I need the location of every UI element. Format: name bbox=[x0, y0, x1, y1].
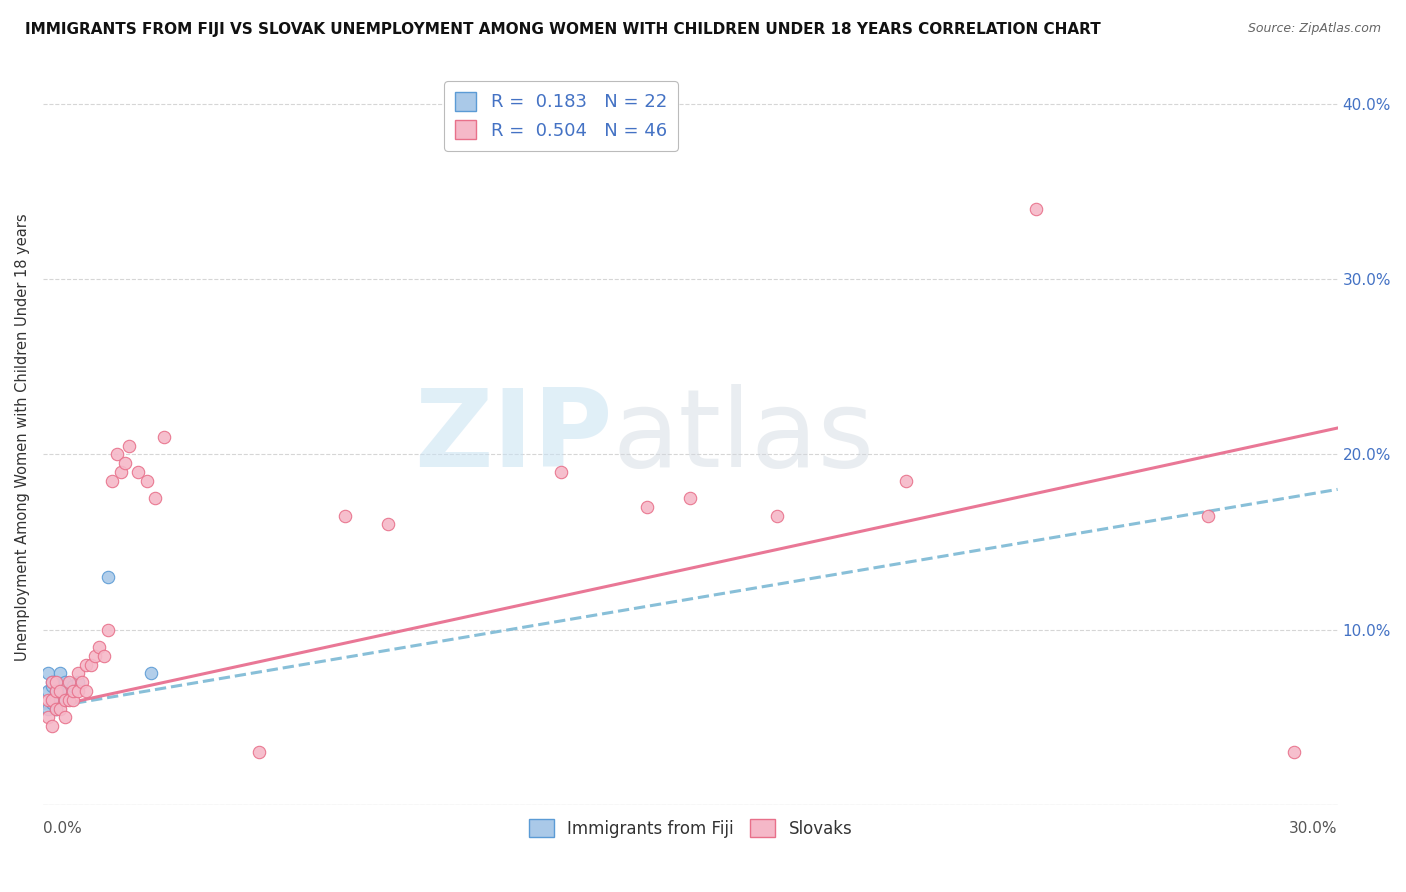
Point bbox=[894, 474, 917, 488]
Legend: Immigrants from Fiji, Slovaks: Immigrants from Fiji, Slovaks bbox=[522, 813, 859, 845]
Point bbox=[127, 465, 149, 479]
Point bbox=[49, 684, 72, 698]
Point bbox=[37, 684, 59, 698]
Point bbox=[101, 474, 124, 488]
Point bbox=[1025, 202, 1047, 216]
Point bbox=[145, 491, 167, 505]
Point bbox=[45, 675, 67, 690]
Point bbox=[765, 508, 787, 523]
Point bbox=[41, 675, 63, 690]
Point bbox=[84, 648, 107, 663]
Point bbox=[41, 693, 63, 707]
Point bbox=[53, 693, 76, 707]
Point bbox=[45, 701, 67, 715]
Point bbox=[247, 746, 270, 760]
Text: IMMIGRANTS FROM FIJI VS SLOVAK UNEMPLOYMENT AMONG WOMEN WITH CHILDREN UNDER 18 Y: IMMIGRANTS FROM FIJI VS SLOVAK UNEMPLOYM… bbox=[25, 22, 1101, 37]
Point bbox=[49, 666, 72, 681]
Point bbox=[41, 696, 63, 710]
Point bbox=[75, 657, 97, 672]
Point bbox=[93, 648, 115, 663]
Point bbox=[70, 675, 93, 690]
Point bbox=[49, 701, 72, 715]
Point bbox=[37, 710, 59, 724]
Point bbox=[37, 666, 59, 681]
Point bbox=[53, 675, 76, 690]
Point bbox=[45, 701, 67, 715]
Point bbox=[135, 474, 157, 488]
Point bbox=[153, 430, 176, 444]
Point bbox=[1284, 746, 1306, 760]
Point bbox=[53, 710, 76, 724]
Point bbox=[335, 508, 357, 523]
Text: ZIP: ZIP bbox=[415, 384, 613, 490]
Point bbox=[62, 679, 84, 693]
Point bbox=[62, 684, 84, 698]
Point bbox=[89, 640, 111, 655]
Text: 0.0%: 0.0% bbox=[44, 822, 82, 836]
Point bbox=[66, 675, 89, 690]
Text: 30.0%: 30.0% bbox=[1289, 822, 1337, 836]
Point bbox=[41, 693, 63, 707]
Point bbox=[110, 465, 132, 479]
Point bbox=[45, 684, 67, 698]
Point bbox=[139, 666, 162, 681]
Point bbox=[37, 693, 59, 707]
Text: Source: ZipAtlas.com: Source: ZipAtlas.com bbox=[1247, 22, 1381, 36]
Point bbox=[105, 447, 128, 461]
Point bbox=[377, 517, 399, 532]
Point bbox=[75, 684, 97, 698]
Point bbox=[58, 693, 80, 707]
Point bbox=[679, 491, 702, 505]
Point bbox=[550, 465, 572, 479]
Point bbox=[41, 719, 63, 733]
Point bbox=[118, 438, 141, 452]
Point bbox=[45, 675, 67, 690]
Text: atlas: atlas bbox=[613, 384, 875, 490]
Point bbox=[66, 666, 89, 681]
Point bbox=[45, 693, 67, 707]
Point bbox=[1197, 508, 1219, 523]
Point bbox=[58, 675, 80, 690]
Point bbox=[62, 693, 84, 707]
Point bbox=[53, 679, 76, 693]
Point bbox=[79, 657, 101, 672]
Point bbox=[41, 675, 63, 690]
Point bbox=[58, 684, 80, 698]
Y-axis label: Unemployment Among Women with Children Under 18 years: Unemployment Among Women with Children U… bbox=[15, 213, 30, 661]
Point bbox=[45, 684, 67, 698]
Point bbox=[636, 500, 658, 514]
Point bbox=[49, 684, 72, 698]
Point bbox=[53, 693, 76, 707]
Point bbox=[114, 456, 136, 470]
Point bbox=[41, 679, 63, 693]
Point bbox=[97, 570, 120, 584]
Point bbox=[49, 693, 72, 707]
Point bbox=[97, 623, 120, 637]
Point bbox=[66, 684, 89, 698]
Point bbox=[37, 701, 59, 715]
